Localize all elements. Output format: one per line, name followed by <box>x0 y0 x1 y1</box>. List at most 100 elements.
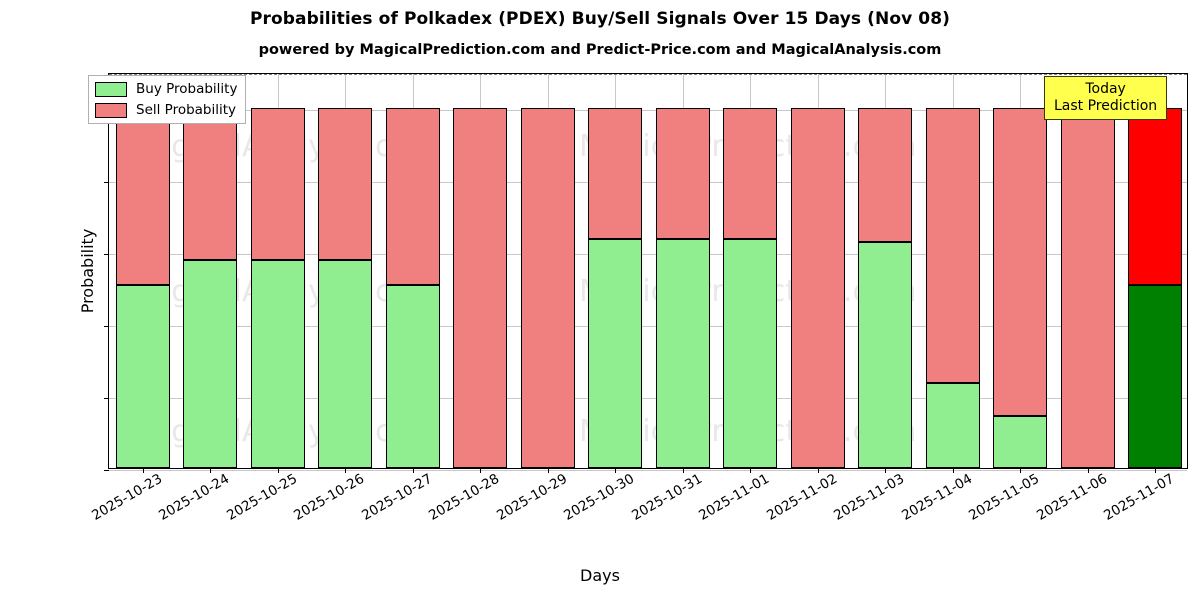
x-tick-mark <box>547 468 549 473</box>
bar-segment-buy[interactable] <box>115 285 170 468</box>
x-tick-label: 2025-10-31 <box>628 470 705 524</box>
bar-column[interactable] <box>723 72 778 468</box>
bar-segment-sell[interactable] <box>453 108 508 468</box>
x-tick-mark <box>142 468 144 473</box>
bar-column[interactable] <box>925 72 980 468</box>
x-tick-label: 2025-10-27 <box>358 470 435 524</box>
bar-segment-sell[interactable] <box>655 108 710 240</box>
bar-column[interactable] <box>993 72 1048 468</box>
x-tick-mark <box>750 468 752 473</box>
x-tick-mark <box>615 468 617 473</box>
x-tick-label: 2025-11-01 <box>696 470 773 524</box>
bar-segment-sell[interactable] <box>385 108 440 286</box>
y-gridline <box>109 398 1187 399</box>
x-tick-label: 2025-11-06 <box>1033 470 1110 524</box>
bar-column[interactable] <box>183 72 238 468</box>
bar-segment-sell[interactable] <box>588 108 643 240</box>
x-tick-mark <box>817 468 819 473</box>
bar-segment-sell[interactable] <box>1128 108 1183 286</box>
x-tick-mark <box>1020 468 1022 473</box>
chart-subtitle: powered by MagicalPrediction.com and Pre… <box>258 42 942 58</box>
x-tick-label: 2025-11-02 <box>763 470 840 524</box>
y-tick-mark <box>104 470 109 472</box>
bar-segment-sell[interactable] <box>1060 108 1115 468</box>
bar-segment-buy[interactable] <box>250 260 305 468</box>
x-tick-label: 2025-10-28 <box>426 470 503 524</box>
y-tick-mark <box>104 254 109 256</box>
bar-segment-sell[interactable] <box>520 108 575 468</box>
legend-swatch-buy <box>95 81 127 97</box>
bar-segment-sell[interactable] <box>858 108 913 242</box>
x-tick-mark <box>682 468 684 473</box>
bar-segment-buy[interactable] <box>385 285 440 468</box>
bar-segment-buy[interactable] <box>1128 285 1183 468</box>
bar-segment-buy[interactable] <box>183 260 238 468</box>
bar-segment-buy[interactable] <box>925 383 980 468</box>
x-tick-mark <box>1087 468 1089 473</box>
x-tick-label: 2025-11-05 <box>966 470 1043 524</box>
bar-segment-sell[interactable] <box>115 108 170 286</box>
y-gridline <box>109 326 1187 327</box>
x-tick-mark <box>277 468 279 473</box>
x-tick-label: 2025-10-29 <box>493 470 570 524</box>
bars-layer <box>109 72 1187 473</box>
bar-segment-buy[interactable] <box>588 239 643 468</box>
bar-segment-sell[interactable] <box>790 108 845 468</box>
plot-area: MagicalAnalysis.comMagicalPrediction.com… <box>78 72 1188 473</box>
x-tick-mark <box>1155 468 1157 473</box>
bar-column[interactable] <box>520 72 575 468</box>
bar-segment-buy[interactable] <box>858 241 913 468</box>
bar-column[interactable] <box>655 72 710 468</box>
x-tick-mark <box>480 468 482 473</box>
bar-segment-sell[interactable] <box>183 108 238 261</box>
y-gridline <box>109 110 1187 111</box>
x-tick-label: 2025-10-24 <box>156 470 233 524</box>
x-tick-mark <box>885 468 887 473</box>
y-tick-mark <box>104 326 109 328</box>
bar-segment-buy[interactable] <box>655 239 710 468</box>
today-annotation-line1: Today <box>1085 81 1126 97</box>
x-tick-label: 2025-11-03 <box>831 470 908 524</box>
x-tick-mark <box>412 468 414 473</box>
x-tick-label: 2025-10-30 <box>561 470 638 524</box>
bar-segment-sell[interactable] <box>993 108 1048 416</box>
bar-column[interactable] <box>790 72 845 468</box>
legend-item-sell[interactable]: Sell Probability <box>95 102 237 118</box>
y-gridline <box>109 254 1187 255</box>
bar-column[interactable] <box>588 72 643 468</box>
bar-column[interactable] <box>250 72 305 468</box>
y-gridline <box>109 470 1187 471</box>
bar-segment-buy[interactable] <box>318 260 373 468</box>
legend-label-buy: Buy Probability <box>136 81 238 97</box>
legend: Buy Probability Sell Probability <box>88 75 247 124</box>
bar-segment-buy[interactable] <box>723 239 778 468</box>
legend-label-sell: Sell Probability <box>136 102 237 118</box>
bar-column[interactable] <box>1128 72 1183 468</box>
bar-column[interactable] <box>1060 72 1115 468</box>
x-tick-mark <box>345 468 347 473</box>
page-title: Probabilities of Polkadex (PDEX) Buy/Sel… <box>249 9 951 29</box>
bar-segment-buy[interactable] <box>993 415 1048 468</box>
x-axis-label: Days <box>580 566 620 585</box>
bar-column[interactable] <box>115 72 170 468</box>
y-gridline <box>109 182 1187 183</box>
y-tick-mark <box>104 182 109 184</box>
bar-column[interactable] <box>453 72 508 468</box>
bar-segment-sell[interactable] <box>925 108 980 384</box>
today-annotation-line2: Last Prediction <box>1054 97 1158 114</box>
x-tick-mark <box>952 468 954 473</box>
x-tick-label: 2025-11-07 <box>1101 470 1178 524</box>
x-tick-label: 2025-11-04 <box>898 470 975 524</box>
legend-swatch-sell <box>95 102 127 118</box>
bar-segment-sell[interactable] <box>250 108 305 261</box>
bar-segment-sell[interactable] <box>723 108 778 240</box>
today-annotation: Today Last Prediction <box>1044 76 1168 121</box>
bar-column[interactable] <box>385 72 440 468</box>
bar-column[interactable] <box>318 72 373 468</box>
reference-line <box>109 74 1187 75</box>
bar-segment-sell[interactable] <box>318 108 373 261</box>
x-tick-mark <box>210 468 212 473</box>
bar-column[interactable] <box>858 72 913 468</box>
legend-item-buy[interactable]: Buy Probability <box>95 81 237 97</box>
